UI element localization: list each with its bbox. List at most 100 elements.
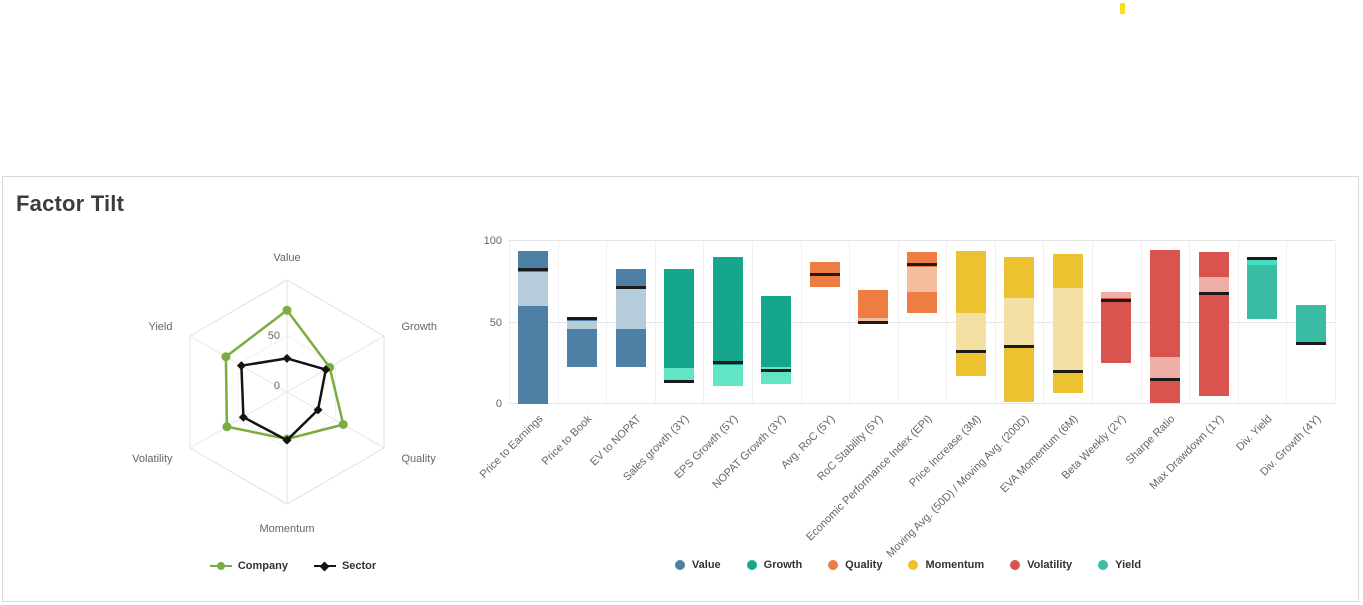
volatility-swatch-icon bbox=[1010, 560, 1021, 570]
factor-tilt-card: Factor Tilt Value Growth Quality Momentum Vo… bbox=[2, 176, 1359, 602]
category-label: Div. Yield bbox=[1234, 413, 1275, 454]
x-gridline bbox=[1237, 241, 1239, 404]
quality-swatch-icon bbox=[828, 560, 839, 570]
category-label: Div. Growth (4Y) bbox=[1257, 413, 1324, 479]
legend-item-sector[interactable]: Sector bbox=[313, 560, 376, 572]
category-label: NOPAT Growth (3Y) bbox=[710, 413, 789, 492]
category-label: EVA Momentum (6M) bbox=[998, 413, 1081, 496]
x-gridline bbox=[994, 241, 996, 404]
legend-label: Volatility bbox=[1027, 559, 1073, 571]
category-label: RoC Stability (5Y) bbox=[815, 413, 886, 484]
sector-point[interactable] bbox=[282, 435, 292, 445]
radar-ring-label-50: 50 bbox=[268, 330, 280, 342]
company-point[interactable] bbox=[222, 422, 232, 432]
quartile-band bbox=[712, 364, 743, 387]
sector-marker-line bbox=[1295, 341, 1326, 345]
quartile-band bbox=[1247, 259, 1278, 265]
range-bar[interactable] bbox=[664, 268, 695, 383]
radar-axis-label: Value bbox=[273, 252, 300, 264]
quartile-band bbox=[1198, 276, 1229, 292]
momentum-swatch-icon bbox=[908, 560, 919, 570]
x-gridline bbox=[800, 241, 802, 404]
range-bar[interactable] bbox=[1198, 252, 1229, 396]
yield-swatch-icon bbox=[1098, 560, 1109, 570]
y-gridline bbox=[509, 321, 1335, 323]
x-gridline bbox=[897, 241, 899, 404]
sector-point[interactable] bbox=[238, 412, 248, 422]
sector-marker-line bbox=[518, 268, 549, 272]
radar-chart: Value Growth Quality Momentum Volatility Yiel… bbox=[132, 252, 437, 535]
category-label: Sharpe Ratio bbox=[1123, 413, 1178, 467]
sector-marker-line bbox=[955, 349, 986, 353]
x-gridline bbox=[654, 241, 656, 404]
x-gridline bbox=[1286, 241, 1288, 404]
company-point[interactable] bbox=[282, 305, 292, 315]
legend-item-yield[interactable]: Yield bbox=[1098, 559, 1141, 571]
quartile-band bbox=[1101, 291, 1132, 299]
category-label: Moving Avg. (50D) / Moving Avg. (200D) bbox=[884, 413, 1032, 560]
quartile-band bbox=[907, 267, 937, 292]
x-gridline bbox=[849, 241, 851, 404]
legend-item-growth[interactable]: Growth bbox=[746, 559, 803, 571]
sector-marker-line bbox=[1247, 256, 1278, 260]
radar-ring-label-0: 0 bbox=[274, 380, 280, 392]
category-label: Beta Weekly (2Y) bbox=[1060, 413, 1129, 482]
y-tick-label: 0 bbox=[495, 398, 502, 410]
circle-icon bbox=[216, 562, 225, 570]
sector-marker-line bbox=[858, 320, 889, 324]
sector-marker-line bbox=[1052, 370, 1083, 374]
range-bar[interactable] bbox=[1295, 304, 1326, 344]
x-gridline bbox=[606, 241, 608, 404]
quartile-band bbox=[1004, 298, 1035, 346]
sector-marker-line bbox=[664, 380, 695, 383]
company-marker-icon bbox=[209, 562, 232, 570]
company-point[interactable] bbox=[338, 420, 348, 429]
top-yellow-marker bbox=[1120, 3, 1125, 14]
sector-marker-line bbox=[1198, 291, 1229, 295]
company-point[interactable] bbox=[221, 352, 231, 362]
sector-point[interactable] bbox=[321, 365, 331, 375]
x-gridline bbox=[509, 241, 510, 404]
value-swatch-icon bbox=[674, 560, 685, 570]
bar-legend: Value Growth Quality Momentum Volatility Yiel… bbox=[598, 559, 1218, 571]
legend-label: Company bbox=[237, 560, 288, 572]
sector-point[interactable] bbox=[282, 353, 292, 363]
category-label: Avg. RoC (5Y) bbox=[778, 413, 838, 472]
y-gridline bbox=[509, 403, 1335, 404]
range-bar[interactable] bbox=[712, 257, 743, 387]
quartile-band bbox=[664, 368, 695, 383]
radar-axis-label: Momentum bbox=[259, 523, 314, 535]
quartile-band bbox=[1052, 288, 1083, 372]
legend-item-company[interactable]: Company bbox=[209, 560, 288, 572]
x-gridline bbox=[751, 241, 753, 404]
legend-item-value[interactable]: Value bbox=[674, 559, 721, 571]
sector-point[interactable] bbox=[236, 361, 246, 371]
radar-axis-label: Quality bbox=[402, 453, 437, 465]
category-label: Economic Performance Index (EPI) bbox=[804, 413, 935, 544]
x-gridline bbox=[1140, 241, 1142, 404]
legend-item-quality[interactable]: Quality bbox=[828, 559, 882, 571]
sector-point[interactable] bbox=[313, 405, 323, 415]
legend-item-volatility[interactable]: Volatility bbox=[1010, 559, 1072, 571]
quartile-band bbox=[566, 320, 597, 330]
y-gridline bbox=[509, 240, 1335, 241]
range-bar[interactable] bbox=[1247, 258, 1278, 320]
legend-label: Value bbox=[691, 559, 721, 571]
sector-marker-icon bbox=[313, 561, 336, 571]
x-gridline bbox=[1092, 241, 1094, 404]
y-tick-label: 100 bbox=[483, 235, 502, 247]
sector-marker-line bbox=[809, 273, 840, 277]
radar-series-sector[interactable] bbox=[240, 357, 328, 442]
radar-axis-label: Growth bbox=[402, 321, 437, 333]
quartile-band bbox=[615, 288, 646, 330]
range-bar[interactable] bbox=[1101, 291, 1132, 364]
sector-marker-line bbox=[566, 317, 597, 321]
x-gridline bbox=[1189, 241, 1191, 404]
legend-item-momentum[interactable]: Momentum bbox=[908, 559, 984, 571]
y-tick-label: 50 bbox=[489, 316, 502, 329]
sector-marker-line bbox=[615, 286, 646, 290]
bar-y-axis-labels: 0 50 100 bbox=[447, 235, 502, 410]
legend-label: Growth bbox=[763, 559, 803, 571]
sector-marker-line bbox=[1149, 378, 1180, 382]
